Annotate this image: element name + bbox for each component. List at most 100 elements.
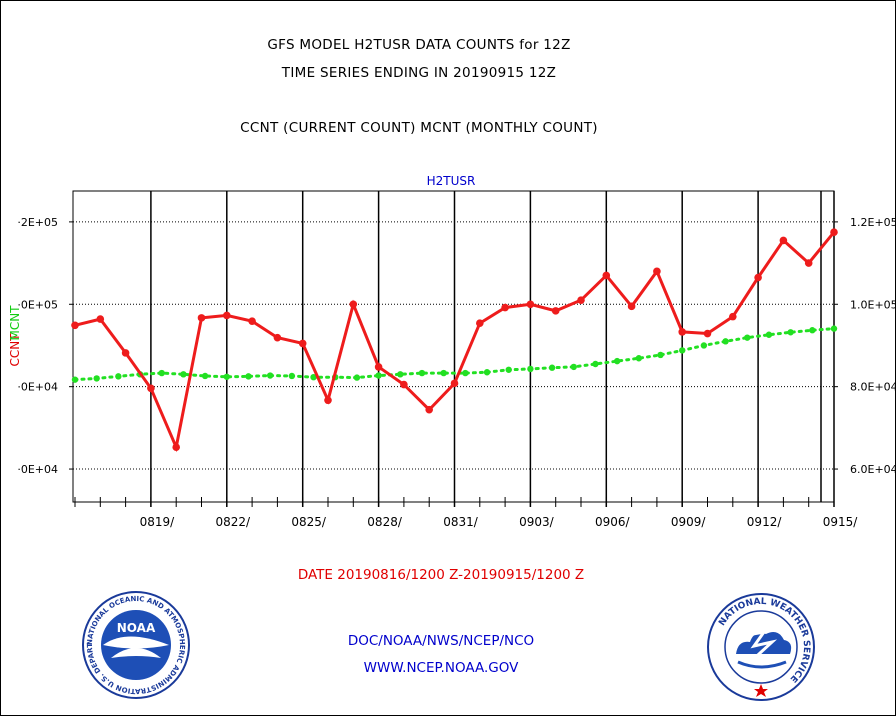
mcnt-point	[744, 334, 751, 341]
ccnt-point	[298, 339, 307, 348]
x-tick-label: 0828/	[367, 515, 403, 529]
mcnt-point	[158, 369, 165, 377]
chart-title-line-2: TIME SERIES ENDING IN 20190915 12Z	[281, 65, 557, 81]
mcnt-point	[353, 374, 361, 381]
x-tick-label: 0903/	[519, 515, 555, 529]
mcnt-point	[765, 331, 773, 338]
x-tick-label: 0909/	[671, 515, 707, 529]
ccnt-point	[400, 380, 408, 389]
mcnt-point	[635, 355, 643, 362]
y-tick-label-left: ·0E+04	[17, 463, 58, 476]
chart-title-line-1: GFS MODEL H2TUSR DATA COUNTS for 12Z	[267, 37, 571, 53]
ccnt-point	[602, 271, 611, 280]
mcnt-point	[830, 325, 838, 332]
mcnt-point	[462, 369, 469, 377]
mcnt-point	[809, 327, 816, 334]
ccnt-point	[147, 384, 155, 393]
ccnt-point	[830, 228, 838, 236]
y-tick-label-right: 1.0E+05	[850, 298, 895, 311]
mcnt-point	[418, 369, 426, 377]
date-range-label: DATE 20190816/1200 Z-20190915/1200 Z	[297, 567, 585, 583]
mcnt-point	[613, 357, 621, 365]
ccnt-point	[349, 300, 358, 309]
plot-frame	[72, 190, 835, 503]
noaa-logo-label: NOAA	[117, 621, 156, 635]
ccnt-point	[627, 302, 636, 311]
ccnt-point	[374, 363, 383, 371]
x-tick-label: 0822/	[216, 515, 252, 529]
mcnt-point	[722, 338, 729, 345]
mcnt-point	[201, 372, 209, 380]
ccnt-point	[248, 317, 256, 325]
ccnt-point	[779, 236, 788, 245]
mcnt-point	[700, 342, 708, 349]
series-layer	[71, 228, 838, 453]
ccnt-point	[551, 307, 560, 315]
mcnt-point	[679, 347, 686, 354]
ccnt-point	[324, 396, 332, 405]
x-tick-label: 0915/	[823, 515, 859, 529]
mcnt-point	[397, 371, 404, 378]
y-tick-label-left: ·2E+05	[17, 216, 58, 229]
tick-label-layer: ·2E+05 1.2E+05 ·0E+05 1.0E+05 ·0E+04 8.0E+04 ·…	[17, 216, 895, 529]
ccnt-point	[121, 349, 130, 357]
ccnt-point	[425, 405, 434, 414]
mcnt-point	[288, 372, 296, 380]
mcnt-point	[180, 371, 187, 378]
x-tick-label: 0831/	[443, 515, 479, 529]
mcnt-point	[787, 329, 794, 336]
ccnt-point	[450, 379, 459, 388]
mcnt-series-line	[73, 327, 836, 382]
ccnt-point	[197, 314, 206, 322]
y-axis-label-mcnt: MCNT	[8, 305, 22, 341]
chart-subtitle: CCNT (CURRENT COUNT) MCNT (MONTHLY COUNT…	[240, 120, 598, 136]
mcnt-point	[527, 365, 534, 373]
ccnt-point	[754, 273, 762, 282]
mcnt-point	[592, 360, 599, 368]
org-path-label: DOC/NOAA/NWS/NCEP/NCO	[347, 633, 535, 649]
ccnt-point	[71, 321, 79, 330]
mcnt-point	[548, 364, 556, 371]
mcnt-point	[657, 351, 664, 359]
website-link[interactable]: WWW.NCEP.NOAA.GOV	[363, 660, 519, 676]
mcnt-point	[115, 373, 122, 380]
noaa-logo: NATIONAL OCEANIC AND ATMOSPHERIC ADMINIS…	[81, 590, 190, 699]
ccnt-point	[653, 267, 661, 276]
x-tick-label: 0912/	[747, 515, 783, 529]
y-tick-label-right: 1.2E+05	[850, 216, 895, 229]
plot-title: H2TUSR	[427, 174, 476, 188]
ccnt-point	[172, 443, 180, 452]
y-tick-label-left: ·0E+04	[17, 381, 58, 394]
y-tick-label-right: 8.0E+04	[850, 381, 895, 394]
mcnt-point	[223, 373, 230, 380]
nws-logo: NATIONAL WEATHER SERVICE	[707, 593, 815, 701]
ccnt-point	[577, 296, 585, 304]
ccnt-point	[804, 259, 813, 267]
y-axis-label-ccnt: CCNT	[8, 333, 22, 367]
ccnt-point	[703, 329, 712, 338]
ccnt-point	[729, 312, 737, 321]
ccnt-point	[501, 303, 509, 312]
mcnt-point	[93, 375, 100, 382]
mcnt-point	[266, 372, 274, 379]
ccnt-point	[678, 328, 686, 336]
mcnt-point	[440, 369, 447, 377]
mcnt-point	[310, 373, 317, 381]
mcnt-point	[71, 376, 79, 383]
ccnt-point	[476, 319, 484, 328]
x-tick-label: 0819/	[140, 515, 176, 529]
mcnt-point	[505, 366, 512, 373]
mcnt-point	[245, 373, 252, 380]
grid	[69, 190, 838, 507]
ccnt-point	[96, 315, 105, 323]
y-tick-label-left: ·0E+05	[17, 298, 58, 311]
ccnt-point	[273, 333, 282, 342]
mcnt-point	[375, 372, 382, 379]
y-tick-label-right: 6.0E+04	[850, 463, 895, 476]
x-tick-label: 0906/	[595, 515, 631, 529]
ccnt-point	[526, 300, 535, 309]
mcnt-point	[483, 369, 491, 376]
mcnt-point	[570, 363, 577, 371]
